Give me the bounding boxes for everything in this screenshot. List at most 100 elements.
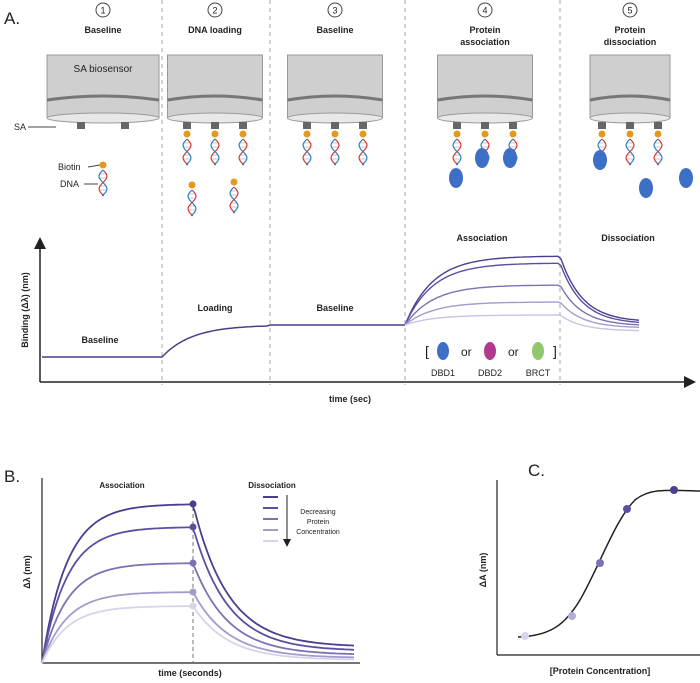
panel-label: C. bbox=[528, 461, 545, 480]
pointer bbox=[87, 164, 101, 168]
biotin bbox=[239, 130, 247, 138]
step-number: 2 bbox=[212, 6, 217, 16]
dna-strand bbox=[625, 138, 635, 166]
sensor-band bbox=[589, 94, 671, 102]
sensor-tip bbox=[437, 112, 533, 124]
association-curve bbox=[404, 262, 640, 326]
phase-label: Baseline bbox=[81, 335, 118, 345]
association-curve bbox=[404, 301, 640, 328]
sensor-body bbox=[46, 54, 160, 118]
step-title: DNA loading bbox=[188, 25, 242, 35]
biotin bbox=[188, 181, 196, 189]
legend-text: Decreasing bbox=[300, 509, 336, 516]
phase-label: Dissociation bbox=[248, 481, 296, 490]
protein bbox=[449, 168, 463, 188]
sensor-body bbox=[167, 54, 263, 118]
phase-label: Dissociation bbox=[601, 233, 655, 243]
kinetic-curve bbox=[41, 526, 355, 664]
step-title: Protein bbox=[614, 25, 645, 35]
dna-strand bbox=[330, 138, 340, 166]
protein bbox=[503, 148, 517, 168]
sigmoid-curve bbox=[517, 489, 700, 638]
sensor-label: SA biosensor bbox=[74, 64, 134, 75]
sa-protein bbox=[598, 122, 606, 129]
plateau-point bbox=[189, 500, 197, 508]
sa-protein bbox=[121, 122, 129, 129]
biotin bbox=[509, 130, 517, 138]
sensorgram bbox=[42, 324, 405, 358]
protein bbox=[593, 150, 607, 170]
dna-label: DNA bbox=[60, 179, 79, 189]
sa-protein bbox=[331, 122, 339, 129]
sa-protein bbox=[453, 122, 461, 129]
step-circle bbox=[622, 2, 638, 18]
step-title: Baseline bbox=[84, 25, 121, 35]
protein-name: BRCT bbox=[526, 368, 551, 378]
dna-strand bbox=[182, 138, 192, 166]
association-curve bbox=[404, 255, 640, 326]
protein bbox=[475, 148, 489, 168]
dna-strand bbox=[452, 138, 462, 166]
sensor-tip bbox=[589, 112, 671, 124]
x-axis-label: [Protein Concentration] bbox=[550, 666, 651, 676]
biotin bbox=[481, 130, 489, 138]
sa-protein bbox=[481, 122, 489, 129]
kinetic-curve bbox=[41, 503, 355, 664]
dna-strand bbox=[238, 138, 248, 166]
phase-dividers bbox=[161, 0, 561, 385]
separator: or bbox=[461, 345, 472, 359]
kinetic-curve bbox=[41, 562, 355, 664]
sa-protein bbox=[211, 122, 219, 129]
biotin bbox=[211, 130, 219, 138]
x-axis-label: time (seconds) bbox=[158, 668, 222, 678]
plateau-point bbox=[189, 523, 197, 531]
separator: or bbox=[508, 345, 519, 359]
plateau-point bbox=[189, 588, 197, 596]
sensor-tip bbox=[167, 112, 263, 124]
protein-icon bbox=[484, 342, 496, 360]
biotin bbox=[359, 130, 367, 138]
y-axis-label: ΔA (nm) bbox=[478, 553, 488, 588]
protein-icon bbox=[437, 342, 449, 360]
step-number: 3 bbox=[332, 6, 337, 16]
biotin bbox=[453, 130, 461, 138]
protein bbox=[639, 178, 653, 198]
sensor-tip bbox=[46, 112, 160, 124]
sigmoid-points bbox=[521, 486, 678, 640]
panel-label: A. bbox=[4, 9, 20, 28]
sa-protein bbox=[654, 122, 662, 129]
sa-protein bbox=[303, 122, 311, 129]
association-curve bbox=[404, 284, 640, 326]
sensor-body bbox=[437, 54, 533, 118]
dna-strand bbox=[187, 189, 197, 217]
kinetic-curve bbox=[41, 605, 355, 664]
step-circle bbox=[327, 2, 343, 18]
sa-protein bbox=[183, 122, 191, 129]
biotin bbox=[230, 178, 238, 186]
sa-protein bbox=[77, 122, 85, 129]
biotin bbox=[626, 130, 634, 138]
step-title: association bbox=[460, 37, 510, 47]
biotin-label: Biotin bbox=[58, 162, 81, 172]
plateau-point bbox=[189, 602, 197, 610]
sensor-body bbox=[287, 54, 383, 118]
protein bbox=[679, 168, 693, 188]
phase-label: Association bbox=[99, 481, 144, 490]
step-number: 4 bbox=[482, 6, 487, 16]
step-number: 5 bbox=[627, 6, 632, 16]
biotin bbox=[598, 130, 606, 138]
sa-label: SA bbox=[14, 122, 26, 132]
association-curve bbox=[404, 314, 640, 332]
biotin bbox=[331, 130, 339, 138]
phase-label: Association bbox=[456, 233, 507, 243]
sensor-band bbox=[167, 94, 263, 102]
bracket: [ bbox=[425, 343, 429, 359]
legend-text: Protein bbox=[307, 519, 329, 526]
sa-protein bbox=[509, 122, 517, 129]
biotin bbox=[183, 130, 191, 138]
phase-label: Loading bbox=[198, 303, 233, 313]
biotin bbox=[303, 130, 311, 138]
sa-protein bbox=[626, 122, 634, 129]
dna-strand bbox=[210, 138, 220, 166]
